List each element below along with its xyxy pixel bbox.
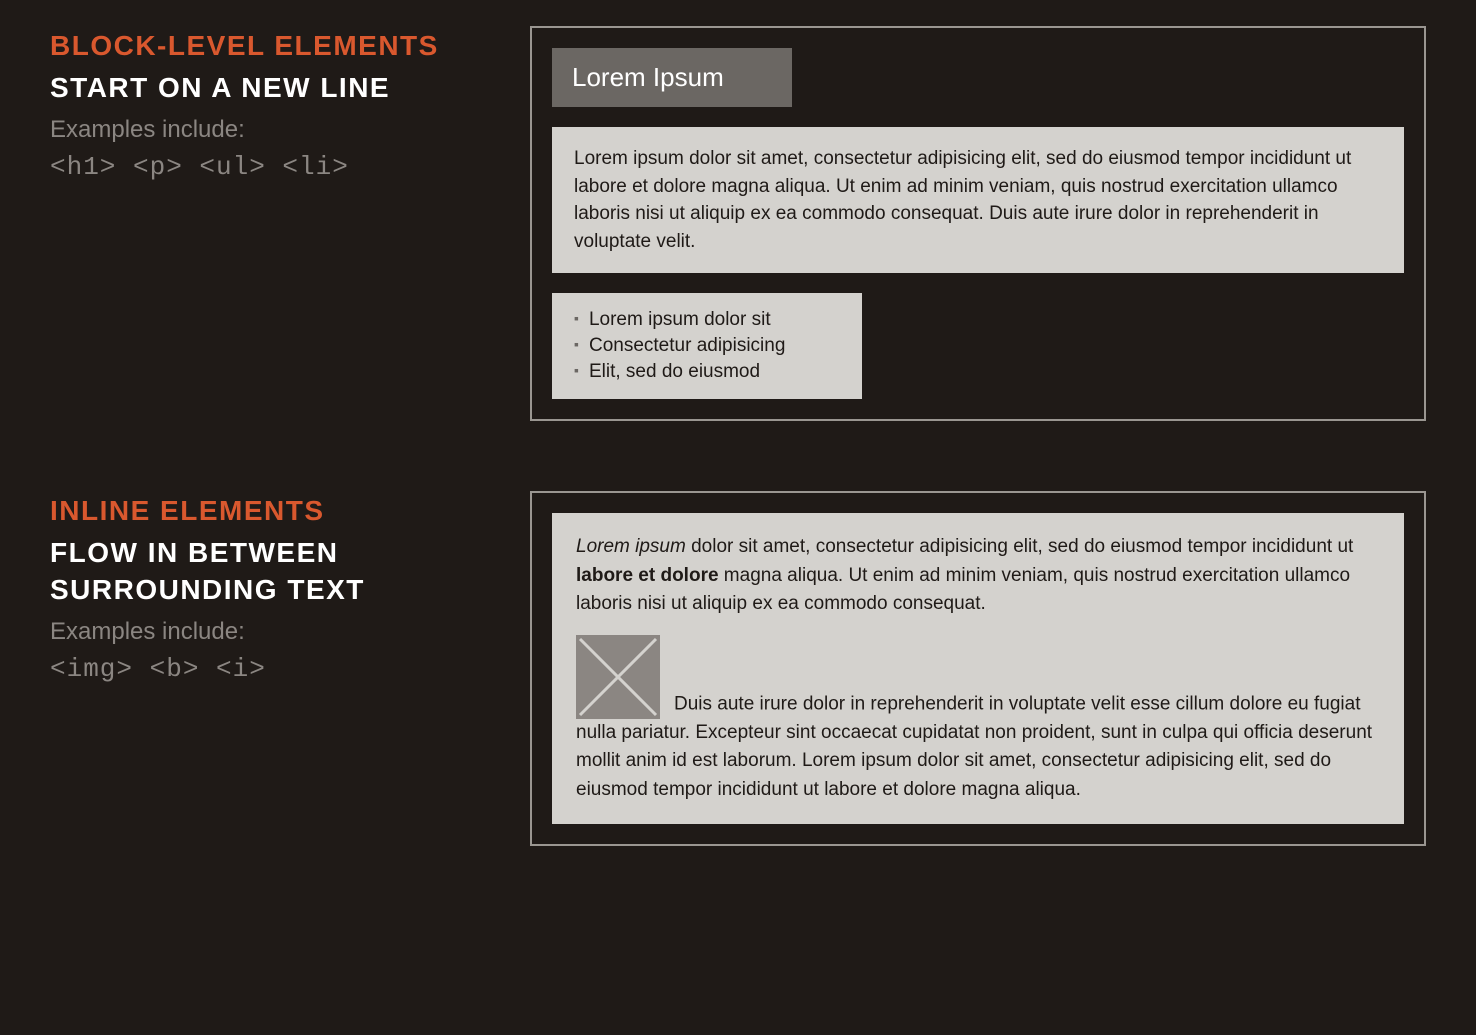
inline-demo-content: Lorem ipsum dolor sit amet, consectetur … [552, 513, 1404, 824]
inline-text-before-bold: dolor sit amet, consectetur adipisicing … [686, 536, 1353, 557]
demo-heading-block: Lorem Ipsum [552, 48, 792, 107]
demo-ul: Lorem ipsum dolor sit Consectetur adipis… [574, 307, 840, 385]
block-demo-panel: Lorem Ipsum Lorem ipsum dolor sit amet, … [530, 26, 1426, 421]
inline-text-after-img: Duis aute irure dolor in reprehenderit i… [576, 693, 1372, 800]
inline-example-tags: <img> <b> <i> [50, 654, 490, 684]
inline-row: INLINE ELEMENTS FLOW IN BETWEEN SURROUND… [50, 491, 1426, 846]
block-right-column: Lorem Ipsum Lorem ipsum dolor sit amet, … [530, 26, 1426, 421]
block-title-white: START ON A NEW LINE [50, 70, 490, 106]
block-title-orange: BLOCK-LEVEL ELEMENTS [50, 30, 490, 62]
list-item: Lorem ipsum dolor sit [574, 307, 840, 333]
inline-bold-text: labore et dolore [576, 565, 719, 586]
inline-italic-text: Lorem ipsum [576, 536, 686, 557]
inline-examples-label: Examples include: [50, 618, 490, 646]
block-left-column: BLOCK-LEVEL ELEMENTS START ON A NEW LINE… [50, 26, 490, 182]
list-item: Elit, sed do eiusmod [574, 359, 840, 385]
image-placeholder-icon [576, 635, 660, 719]
inline-title-orange: INLINE ELEMENTS [50, 495, 490, 527]
block-examples-label: Examples include: [50, 116, 490, 144]
inline-right-column: Lorem ipsum dolor sit amet, consectetur … [530, 491, 1426, 846]
list-item: Consectetur adipisicing [574, 333, 840, 359]
demo-list-block: Lorem ipsum dolor sit Consectetur adipis… [552, 293, 862, 399]
inline-demo-panel: Lorem ipsum dolor sit amet, consectetur … [530, 491, 1426, 846]
inline-title-white: FLOW IN BETWEEN SURROUNDING TEXT [50, 535, 490, 608]
block-example-tags: <h1> <p> <ul> <li> [50, 152, 490, 182]
block-level-row: BLOCK-LEVEL ELEMENTS START ON A NEW LINE… [50, 26, 1426, 421]
demo-paragraph-block: Lorem ipsum dolor sit amet, consectetur … [552, 127, 1404, 273]
inline-left-column: INLINE ELEMENTS FLOW IN BETWEEN SURROUND… [50, 491, 490, 684]
